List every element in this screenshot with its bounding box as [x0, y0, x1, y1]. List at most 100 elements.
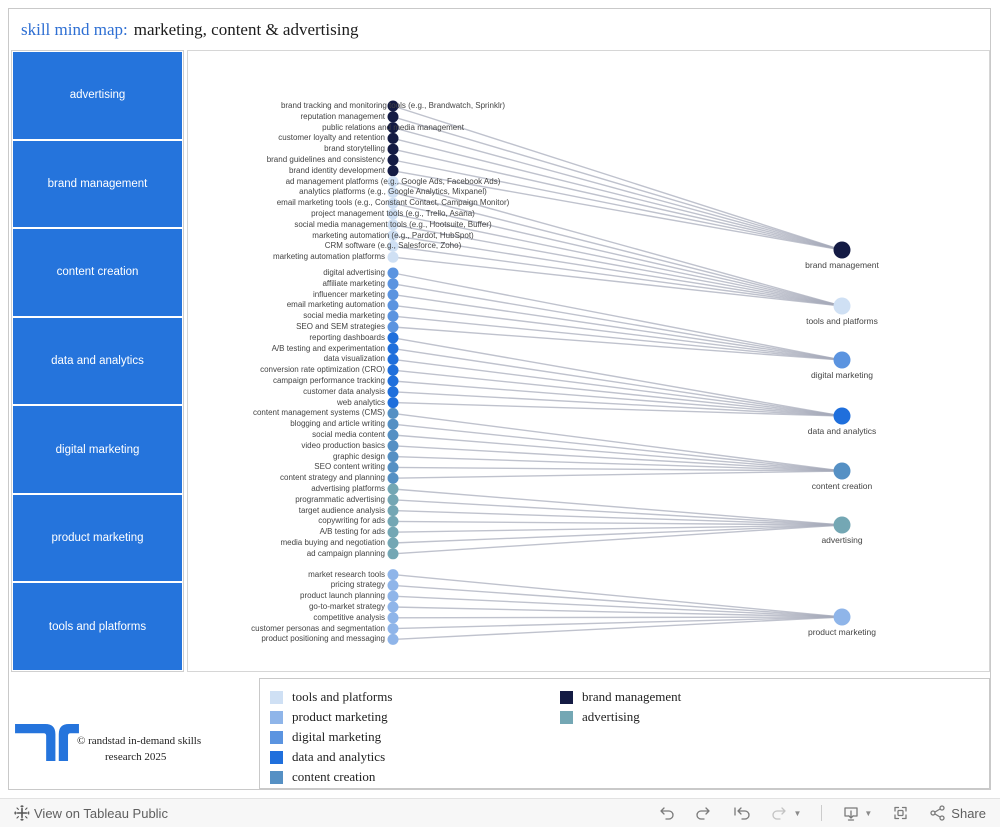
skill-node-a-b-testing-and-experimentation[interactable] — [387, 343, 399, 355]
skill-node-customer-personas-and-segmentation[interactable] — [387, 623, 399, 635]
skill-node-marketing-automation-e-g-pardot-hubspot[interactable] — [387, 230, 399, 242]
skill-node-competitive-analysis[interactable] — [387, 612, 399, 624]
skill-node-seo-and-sem-strategies[interactable] — [387, 321, 399, 333]
skill-node-campaign-performance-tracking[interactable] — [387, 375, 399, 387]
skill-node-brand-storytelling[interactable] — [387, 143, 399, 155]
skill-node-affiliate-marketing[interactable] — [387, 278, 399, 290]
skill-node-email-marketing-automation[interactable] — [387, 299, 399, 311]
share-button[interactable]: Share — [929, 805, 986, 821]
edges — [392, 105, 843, 641]
skill-node-influencer-marketing[interactable] — [387, 289, 399, 301]
legend-swatch-product-marketing — [270, 710, 283, 724]
view-on-tableau-public-button[interactable]: View on Tableau Public — [14, 805, 168, 821]
skill-node-public-relations-and-media-management[interactable] — [387, 122, 399, 134]
skill-label-product-positioning-and-messaging: product positioning and messaging — [261, 634, 385, 644]
skill-node-seo-content-writing[interactable] — [387, 461, 399, 473]
replay-button[interactable]: ▼ — [771, 805, 801, 821]
skill-label-email-marketing-tools-e-g-constant-contact-campaign-monitor: email marketing tools (e.g., Constant Co… — [276, 198, 510, 208]
skill-node-blogging-and-article-writing[interactable] — [387, 418, 399, 430]
skill-node-content-strategy-and-planning[interactable] — [387, 472, 399, 484]
category-node-brand-management[interactable] — [833, 241, 851, 259]
skill-label-market-research-tools: market research tools — [308, 569, 385, 579]
skill-node-product-positioning-and-messaging[interactable] — [387, 633, 399, 645]
mind-map-canvas — [387, 100, 851, 645]
skill-label-seo-and-sem-strategies: SEO and SEM strategies — [296, 322, 385, 331]
skill-node-customer-loyalty-and-retention[interactable] — [387, 132, 399, 144]
credit-line-2: research 2025 — [105, 751, 167, 763]
title-main: marketing, content & advertising — [133, 19, 359, 39]
skill-node-project-management-tools-e-g-trello-asana[interactable] — [387, 208, 399, 220]
category-filter-sidebar: advertising brand management content creat… — [11, 50, 184, 672]
skill-node-brand-tracking-and-monitoring-tools-e-g-brandwatch-sprinklr[interactable] — [387, 100, 399, 112]
skill-node-crm-software-e-g-salesforce-zoho[interactable] — [387, 240, 399, 252]
sidebar-item-advertising[interactable]: advertising — [13, 52, 182, 139]
skill-node-web-analytics[interactable] — [387, 397, 399, 409]
skill-node-ad-management-platforms-e-g-google-ads-facebook-ads[interactable] — [387, 176, 399, 188]
skill-node-digital-advertising[interactable] — [387, 267, 399, 279]
skill-node-target-audience-analysis[interactable] — [387, 505, 399, 517]
skill-node-market-research-tools[interactable] — [387, 569, 399, 581]
legend: tools and platforms product marketing digi… — [259, 678, 990, 789]
skill-node-social-media-management-tools-e-g-hootsuite-buffer[interactable] — [387, 219, 399, 231]
category-label-product-marketing: product marketing — [807, 627, 877, 637]
fullscreen-button[interactable] — [892, 805, 909, 821]
category-node-product-marketing[interactable] — [833, 608, 851, 626]
share-icon — [930, 805, 945, 821]
skill-node-ad-campaign-planning[interactable] — [387, 548, 399, 560]
skill-label-conversion-rate-optimization-cro: conversion rate optimization (CRO) — [260, 365, 385, 375]
download-button[interactable]: ▼ — [842, 805, 872, 821]
skill-node-graphic-design[interactable] — [387, 451, 399, 463]
caret-down-icon: ▼ — [864, 808, 873, 818]
undo-button[interactable] — [657, 805, 675, 821]
skill-label-graphic-design: graphic design — [332, 451, 385, 461]
tableau-logo-icon — [14, 805, 30, 821]
skill-node-a-b-testing-for-ads[interactable] — [387, 526, 399, 538]
category-node-digital-marketing[interactable] — [833, 351, 851, 369]
skill-node-video-production-basics[interactable] — [387, 440, 399, 452]
skill-label-advertising-platforms: advertising platforms — [311, 484, 385, 493]
skill-node-media-buying-and-negotiation[interactable] — [387, 537, 399, 549]
skill-label-pricing-strategy: pricing strategy — [330, 580, 385, 590]
skill-node-customer-data-analysis[interactable] — [387, 386, 399, 398]
skill-node-brand-guidelines-and-consistency[interactable] — [387, 154, 399, 166]
skill-label-public-relations-and-media-management: public relations and media management — [322, 122, 464, 132]
skill-label-analytics-platforms-e-g-google-analytics-mixpanel: analytics platforms (e.g., Google Analyt… — [299, 187, 487, 197]
credit-line-1: © randstad in-demand skills — [77, 735, 202, 747]
sidebar-item-product-marketing[interactable]: product marketing — [13, 494, 182, 582]
skill-node-data-visualization[interactable] — [387, 353, 399, 365]
skill-node-marketing-automation-platforms[interactable] — [387, 251, 399, 263]
skill-node-programmatic-advertising[interactable] — [387, 494, 399, 506]
skill-node-email-marketing-tools-e-g-constant-contact-campaign-monitor[interactable] — [387, 197, 399, 209]
legend-label: product marketing — [292, 709, 388, 724]
legend-item-content-creation: content creation — [270, 767, 392, 787]
category-node-advertising[interactable] — [833, 516, 851, 534]
sidebar-item-tools-and-platforms[interactable]: tools and platforms — [13, 583, 182, 671]
skill-node-content-management-systems-cms[interactable] — [387, 407, 399, 419]
sidebar-item-digital-marketing[interactable]: digital marketing — [13, 406, 182, 493]
revert-button[interactable] — [733, 805, 751, 821]
category-node-tools-and-platforms[interactable] — [833, 297, 851, 315]
legend-item-brand-management: brand management — [560, 687, 681, 707]
category-label-content-creation: content creation — [811, 481, 873, 491]
skill-node-reporting-dashboards[interactable] — [387, 332, 399, 344]
skill-node-social-media-marketing[interactable] — [387, 310, 399, 322]
sidebar-item-data-and-analytics[interactable]: data and analytics — [13, 317, 182, 405]
legend-swatch-data-and-analytics — [270, 750, 283, 764]
skill-node-copywriting-for-ads[interactable] — [387, 515, 399, 527]
skill-node-go-to-market-strategy[interactable] — [387, 601, 399, 613]
skill-node-conversion-rate-optimization-cro[interactable] — [387, 364, 399, 376]
skill-node-social-media-content[interactable] — [387, 429, 399, 441]
redo-button[interactable] — [695, 805, 713, 821]
category-node-content-creation[interactable] — [833, 462, 851, 480]
skill-node-product-launch-planning[interactable] — [387, 590, 399, 602]
toolbar-separator — [821, 805, 823, 821]
skill-label-digital-advertising: digital advertising — [323, 268, 385, 277]
skill-node-advertising-platforms[interactable] — [387, 483, 399, 495]
skill-node-brand-identity-development[interactable] — [387, 165, 399, 177]
sidebar-item-brand-management[interactable]: brand management — [13, 140, 182, 228]
skill-node-reputation-management[interactable] — [387, 111, 399, 123]
skill-node-analytics-platforms-e-g-google-analytics-mixpanel[interactable] — [387, 186, 399, 198]
category-node-data-and-analytics[interactable] — [833, 407, 851, 425]
skill-node-pricing-strategy[interactable] — [387, 579, 399, 591]
sidebar-item-content-creation[interactable]: content creation — [13, 229, 182, 316]
